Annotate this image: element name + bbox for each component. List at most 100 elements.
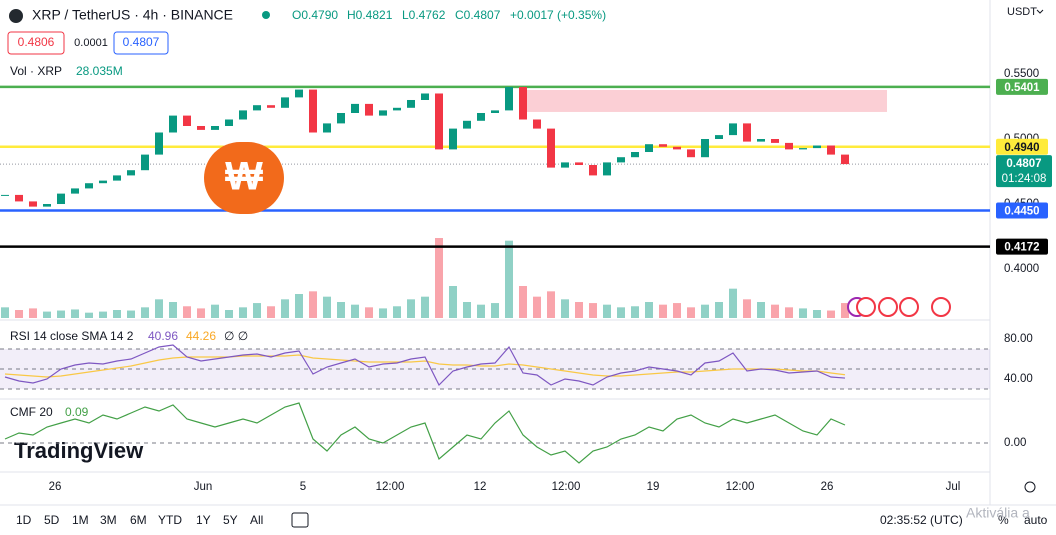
ask-price: 0.4807 [123,35,160,49]
candle-body [253,105,261,111]
percent-toggle[interactable]: % [998,513,1009,527]
candle-body [113,175,121,181]
candle-body [379,110,387,116]
candle-body [57,193,65,205]
volume-bar [71,309,79,318]
volume-bar [183,306,191,318]
volume-bar [799,308,807,318]
ohlc-close: C0.4807 [455,8,501,22]
candle-body [449,128,457,150]
candle-body [771,139,779,143]
candle-body [743,123,751,142]
logo-mark: ₩ [225,155,263,199]
rsi-label: RSI 14 close SMA 14 2 [10,329,134,343]
candle-body [533,119,541,129]
volume-bar [435,238,443,318]
symbol-icon [9,9,23,23]
range-button[interactable]: 3M [100,513,117,527]
candle-body [799,148,807,150]
volume-bar [127,310,135,318]
volume-bar [757,302,765,318]
volume-bar [253,303,261,318]
level-label: 0.4450 [1004,206,1039,218]
candle-body [211,125,219,130]
volume-bar [239,307,247,318]
candle-body [15,194,23,202]
volume-bar [43,311,51,318]
volume-bar [701,304,709,318]
candle-body [225,119,233,126]
range-button[interactable]: 1Y [196,513,211,527]
level-label: 0.4172 [1004,242,1039,254]
candle-body [239,110,247,120]
volume-bar [841,303,849,318]
candle-body [827,145,835,155]
volume-value: 28.035M [76,64,123,78]
candle-body [365,103,373,116]
candle-body [813,145,821,149]
buy-button[interactable] [113,31,169,55]
volume-bar [813,310,821,318]
candle-body [281,97,289,108]
volume-bar [463,302,471,318]
candle-body [99,180,107,184]
rsi-tick-label: 80.00 [1004,333,1033,345]
candle-body [337,112,345,124]
range-button[interactable]: YTD [158,513,182,527]
range-button[interactable]: 1M [72,513,89,527]
candle-body [127,170,135,176]
volume-bar [575,302,583,318]
candle-body [757,139,765,142]
ohlc-high: H0.4821 [347,8,393,22]
logo-badge [204,142,284,214]
currency-select[interactable]: USDT [1007,6,1037,18]
range-button[interactable]: 1D [16,513,32,527]
level-badge [996,202,1048,219]
volume-bar [309,291,317,318]
candle-body [71,188,79,194]
event-flags [847,297,951,317]
candle-body [295,89,303,98]
cmf-label: CMF 20 [10,405,53,419]
time-tick-label: 12:00 [726,481,755,493]
cmf-tick-label: 0.00 [1004,437,1026,449]
time-tick-label: 12:00 [376,481,405,493]
range-button[interactable]: 5D [44,513,60,527]
time-tick-label: 26 [49,481,62,493]
volume-bar [225,310,233,318]
brand-logo: TradingView [14,438,144,463]
cmf-line [4,402,846,464]
volume-bar [729,288,737,318]
cmf-value: 0.09 [65,405,89,419]
candle-body [267,105,275,108]
time-tick-label: Jul [946,481,961,493]
range-button[interactable]: 5Y [223,513,238,527]
spread: 0.0001 [74,37,108,49]
candle-body [323,123,331,133]
candle-body [645,144,653,153]
volume-bar [673,303,681,318]
range-button[interactable]: All [250,513,263,527]
candle-body [197,125,205,130]
sell-button[interactable] [7,31,65,55]
settings-icon[interactable] [1024,481,1036,493]
volume-bar [1,307,9,318]
candle-body [393,107,401,111]
auto-toggle[interactable]: auto [1024,513,1048,527]
range-button[interactable]: 6M [130,513,147,527]
volume-bar [15,310,23,318]
rsi-sma-value: 44.26 [186,329,216,343]
candle-body [85,183,93,189]
symbol-title[interactable]: XRP / TetherUS · 4h · BINANCE [32,7,233,23]
candle-body [701,139,709,158]
volume-bar [827,310,835,318]
volume-bar [29,308,37,318]
watermark: Aktivália a [966,505,1030,521]
candle-body [659,144,667,147]
volume-bar [85,312,93,318]
candle-body [547,128,555,168]
date-range-icon[interactable] [291,512,309,528]
volume-bar [141,307,149,318]
candle-body [463,120,471,129]
candle-body [141,154,149,171]
